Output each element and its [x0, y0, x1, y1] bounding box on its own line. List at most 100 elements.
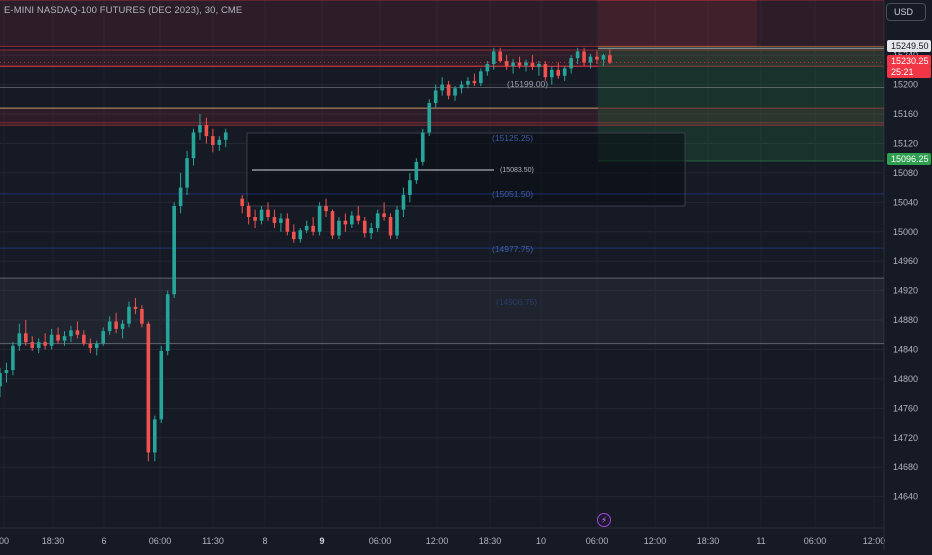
y-tick-label: 15040 — [893, 197, 918, 207]
candle-body — [511, 62, 515, 67]
x-tick-label: 11:30 — [202, 536, 224, 546]
x-tick-label: 18:30 — [479, 536, 502, 546]
candle-body — [479, 71, 483, 84]
candle-body — [240, 198, 244, 206]
y-tick-label: 15120 — [893, 138, 918, 148]
x-tick-label: 9 — [319, 536, 324, 546]
candle-body — [311, 225, 315, 232]
candle-body — [36, 342, 41, 348]
candle-body — [330, 211, 335, 236]
candle-body — [17, 333, 22, 346]
candle-body — [285, 218, 290, 232]
y-tick-label: 14920 — [893, 286, 918, 296]
lightning-icon[interactable]: ⚡ — [597, 513, 611, 527]
y-tick-label: 14680 — [893, 462, 918, 472]
candle-body — [343, 220, 348, 225]
x-tick-label: 18:30 — [697, 536, 720, 546]
candle-body — [146, 323, 151, 453]
candle-body — [223, 132, 228, 140]
candle-body — [388, 217, 393, 236]
candle-body — [198, 125, 202, 133]
candle-body — [94, 343, 99, 348]
candle-body — [153, 419, 157, 453]
supply-zone-upper[interactable] — [0, 0, 757, 47]
y-tick-label: 14720 — [893, 433, 918, 443]
candle-body — [440, 84, 444, 91]
candle-body — [165, 294, 170, 351]
x-tick-label: 12:00 — [863, 536, 886, 546]
y-tick-label: 14640 — [893, 492, 918, 502]
candle-body — [30, 342, 35, 348]
candle-body — [279, 218, 283, 223]
candle-body — [266, 209, 270, 218]
resistance-zone[interactable] — [0, 108, 884, 123]
candle-body — [185, 158, 189, 188]
candle-body — [11, 345, 15, 371]
current-price-tag: 15230.25 — [887, 55, 931, 67]
candle-body — [356, 215, 361, 221]
candle-body — [369, 228, 373, 234]
candle-body — [317, 206, 322, 232]
candle-body — [298, 230, 303, 240]
candle-body — [491, 51, 496, 65]
y-tick-label: 15200 — [893, 80, 918, 90]
currency-button[interactable]: USD — [886, 3, 926, 21]
x-tick-label: 8 — [262, 536, 267, 546]
candle-body — [485, 64, 490, 72]
candle-body — [530, 62, 535, 67]
candle-body — [114, 321, 118, 329]
demand-zone[interactable] — [0, 278, 884, 344]
x-tick-label: 12:00 — [426, 536, 449, 546]
candle-body — [101, 331, 105, 344]
candle-body — [211, 136, 215, 145]
countdown-tag: 25:21 — [887, 66, 931, 78]
level-label: (15125.25) — [492, 133, 533, 143]
candle-body — [172, 206, 176, 295]
candle-body — [69, 330, 73, 337]
y-tick-label: 14800 — [893, 374, 918, 384]
candle-body — [62, 336, 67, 341]
candle-body — [595, 56, 599, 60]
candle-body — [459, 84, 464, 89]
chart-title: E-MINI NASDAQ-100 FUTURES (DEC 2023), 30… — [4, 5, 243, 16]
candle-body — [246, 206, 251, 218]
candle-body — [601, 55, 606, 60]
level-label: (14906.75) — [496, 297, 537, 307]
level-label: (15051.50) — [492, 189, 533, 199]
candle-body — [453, 88, 457, 96]
candle-body — [408, 180, 412, 195]
candle-body — [191, 132, 196, 159]
target-price-tag: 15096.25 — [887, 153, 931, 165]
candle-body — [575, 51, 580, 59]
y-tick-label: 15000 — [893, 227, 918, 237]
candle-body — [588, 56, 593, 63]
candle-body — [608, 55, 612, 63]
y-tick-label: 15080 — [893, 168, 918, 178]
candle-body — [178, 187, 183, 206]
candle-body — [537, 64, 541, 67]
candle-body — [427, 103, 432, 133]
candle-body — [82, 334, 86, 344]
x-tick-label: 6 — [101, 536, 106, 546]
candle-body — [543, 64, 548, 78]
candle-body — [120, 323, 125, 329]
candle-body — [375, 213, 380, 229]
candle-body — [517, 62, 522, 66]
candle-body — [350, 215, 354, 225]
candle-body — [504, 61, 509, 67]
candle-body — [498, 51, 502, 62]
long-position-stop[interactable] — [598, 0, 884, 47]
x-tick-label: 18:30 — [42, 536, 65, 546]
last-close-price-tag: 15249.50 — [887, 40, 931, 52]
candle-body — [253, 217, 257, 221]
candle-body — [49, 334, 54, 346]
candle-body — [217, 139, 222, 145]
candle-body — [556, 69, 561, 76]
x-tick-label: 06:00 — [149, 536, 172, 546]
candle-body — [382, 213, 386, 218]
candle-body — [433, 90, 438, 103]
candle-body — [446, 84, 451, 96]
candle-body — [472, 80, 477, 84]
